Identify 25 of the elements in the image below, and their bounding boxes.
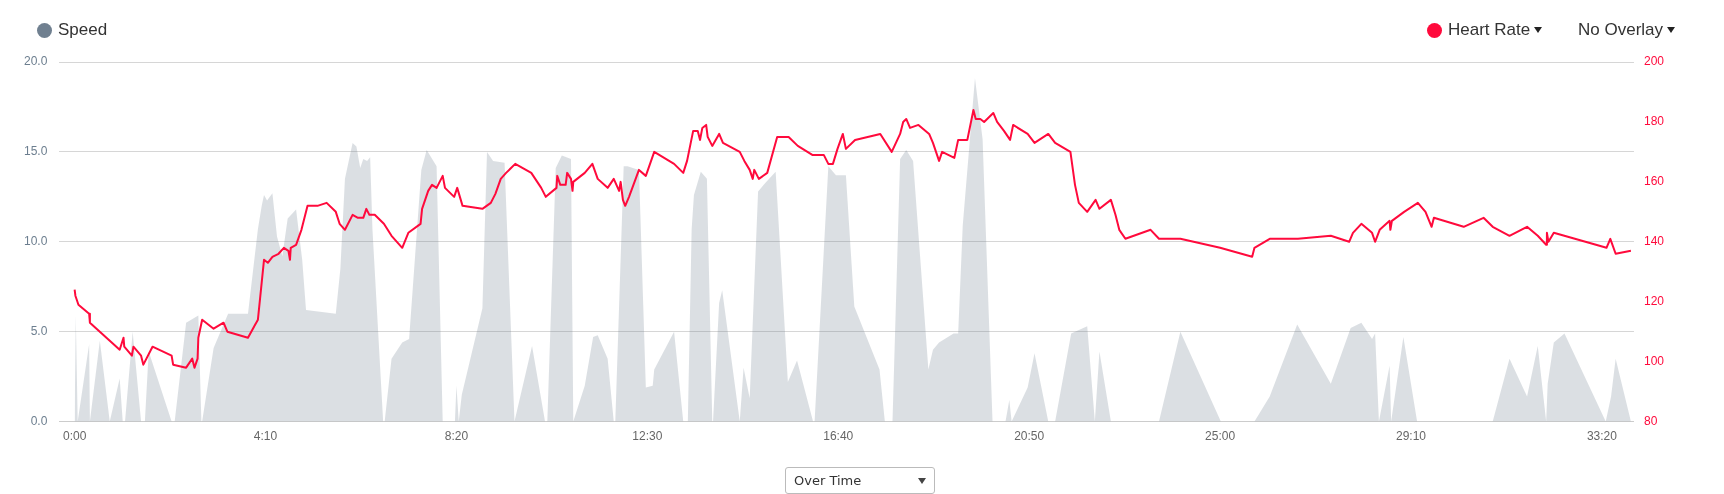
- y2-tick-label: 160: [1643, 174, 1665, 189]
- y-tick-label: 0.0: [30, 413, 48, 428]
- y-tick-label: 5.0: [30, 324, 48, 339]
- legend-label: Speed: [58, 20, 108, 40]
- y2-tick-label: 120: [1643, 294, 1665, 309]
- x-tick-label: 29:10: [1395, 429, 1427, 444]
- x-tick-label: 16:40: [823, 429, 854, 444]
- y2-tick-label: 80: [1643, 413, 1658, 428]
- y-tick-label: 15.0: [24, 144, 48, 159]
- text: Over Time: [794, 473, 862, 488]
- x-tick-label: 33:20: [1586, 429, 1618, 444]
- x-tick-label: 25:00: [1205, 429, 1236, 444]
- text: No Overlay: [1578, 20, 1664, 40]
- y-tick-label: 20.0: [24, 54, 48, 69]
- legend-label: Heart Rate: [1448, 20, 1531, 40]
- y-tick-label: 10.0: [24, 234, 48, 249]
- y2-tick-label: 180: [1643, 114, 1665, 129]
- x-tick-label: 4:10: [253, 429, 278, 444]
- y2-tick-label: 200: [1643, 54, 1665, 69]
- y2-tick-label: 140: [1643, 234, 1665, 249]
- y2-tick-label: 100: [1643, 353, 1665, 368]
- x-tick-label: 12:30: [632, 429, 663, 444]
- x-tick-label: 20:50: [1014, 429, 1045, 444]
- x-tick-label: 8:20: [444, 429, 469, 444]
- x-tick-label: 0:00: [62, 429, 87, 444]
